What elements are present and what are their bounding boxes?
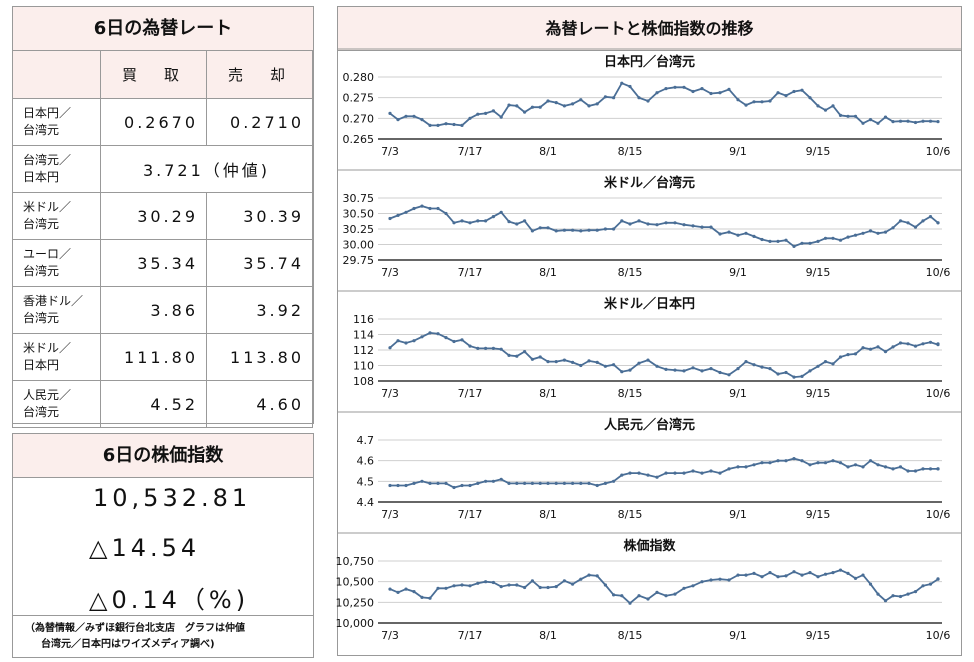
rate-row-hkd-twd: 香港ドル／ 台湾元 3.86 3.92	[12, 286, 313, 334]
sell-value: 30.39	[206, 192, 313, 240]
note-divider	[13, 615, 313, 616]
buy-value: 4.52	[100, 380, 207, 428]
buy-value: 0.2670	[100, 98, 207, 146]
rate-row-jpy-twd: 日本円／ 台湾元 0.2670 0.2710	[12, 98, 313, 146]
sell-value: 0.2710	[206, 98, 313, 146]
rate-row-cny-twd: 人民元／ 台湾元 4.52 4.60	[12, 380, 313, 428]
source-note: （為替情報／みずほ銀行台北支店 グラフは仲値 台湾元／日本円はワイズメディア調べ…	[25, 623, 245, 650]
rate-name: 日本円／ 台湾元	[12, 98, 101, 146]
rate-row-usd-jpy: 米ドル／ 日本円 111.80 113.80	[12, 333, 313, 381]
rates-title: 6日の為替レート	[13, 7, 313, 51]
rates-table: 買 取 売 却 日本円／ 台湾元 0.2670 0.2710 台湾元／ 日本円 3.…	[12, 50, 313, 428]
mid-value: 3.721（仲値)	[100, 145, 313, 193]
rate-row-eur-twd: ユーロ／ 台湾元 35.34 35.74	[12, 239, 313, 287]
stock-change-pct: △0.14（%)	[89, 586, 250, 614]
buy-value: 30.29	[100, 192, 207, 240]
charts-panel: 為替レートと株価指数の推移	[337, 6, 962, 656]
rate-row-twd-jpy: 台湾元／ 日本円 3.721（仲値)	[12, 145, 313, 193]
buy-value: 111.80	[100, 333, 207, 381]
rate-name: 台湾元／ 日本円	[12, 145, 101, 193]
buy-value: 35.34	[100, 239, 207, 287]
rate-name: 米ドル／ 台湾元	[12, 192, 101, 240]
stock-index-value: 10,532.81	[93, 484, 252, 512]
buy-value: 3.86	[100, 286, 207, 334]
rate-row-usd-twd: 米ドル／ 台湾元 30.29 30.39	[12, 192, 313, 240]
sell-header: 売 却	[206, 50, 313, 99]
stock-title: 6日の株価指数	[13, 434, 313, 478]
sell-value: 4.60	[206, 380, 313, 428]
sell-value: 113.80	[206, 333, 313, 381]
rate-name: 香港ドル／ 台湾元	[12, 286, 101, 334]
sell-value: 3.92	[206, 286, 313, 334]
stock-change: △14.54	[89, 534, 201, 562]
rate-name: 人民元／ 台湾元	[12, 380, 101, 428]
buy-header: 買 取	[100, 50, 207, 99]
rate-name: ユーロ／ 台湾元	[12, 239, 101, 287]
rates-header-row: 買 取 売 却	[12, 50, 313, 99]
sell-value: 35.74	[206, 239, 313, 287]
rate-name: 米ドル／ 日本円	[12, 333, 101, 381]
stock-panel: 6日の株価指数 10,532.81 △14.54 △0.14（%) （為替情報／…	[12, 433, 314, 658]
rates-header-blank	[12, 50, 101, 99]
charts-panel-title: 為替レートと株価指数の推移	[338, 7, 961, 51]
